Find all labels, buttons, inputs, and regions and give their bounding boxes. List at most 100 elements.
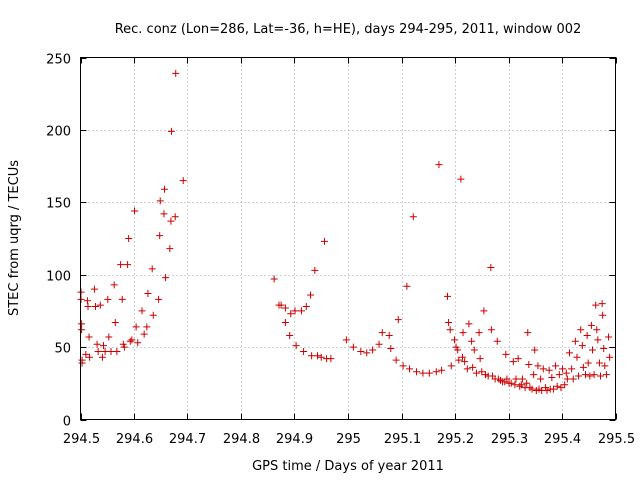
y-tick-label: 100 xyxy=(46,270,71,285)
data-point xyxy=(461,358,469,366)
data-point xyxy=(465,320,473,328)
data-point xyxy=(545,366,553,374)
data-point xyxy=(91,303,99,311)
data-point xyxy=(605,333,613,341)
x-tick-label: 295.3 xyxy=(491,432,528,447)
data-point xyxy=(561,381,569,389)
data-point xyxy=(134,339,142,347)
data-point xyxy=(438,366,446,374)
data-point xyxy=(83,297,91,305)
data-point xyxy=(160,185,168,193)
data-point xyxy=(94,347,102,355)
data-point xyxy=(590,371,598,379)
data-point xyxy=(593,326,601,334)
data-point xyxy=(385,332,393,340)
data-point xyxy=(459,329,467,337)
data-point xyxy=(524,329,532,337)
y-axis-label: STEC from uqrg / TECUs xyxy=(7,160,22,316)
x-tick-label: 294.9 xyxy=(276,432,313,447)
data-point xyxy=(517,381,525,389)
data-point xyxy=(378,329,386,337)
data-point xyxy=(171,213,179,221)
data-point xyxy=(597,372,605,380)
data-point xyxy=(569,375,577,383)
data-points xyxy=(77,69,614,395)
data-point xyxy=(577,326,585,334)
data-point xyxy=(528,385,536,393)
data-point xyxy=(277,301,285,309)
data-point xyxy=(445,318,453,326)
data-point xyxy=(514,355,522,363)
data-point xyxy=(552,362,560,370)
data-point xyxy=(568,365,576,373)
x-tick-label: 294.5 xyxy=(63,432,100,447)
data-point xyxy=(143,323,151,331)
data-point xyxy=(587,321,595,329)
data-point xyxy=(111,318,119,326)
data-point xyxy=(320,237,328,245)
data-point xyxy=(573,353,581,361)
data-point xyxy=(119,340,127,348)
x-tick-label: 294.7 xyxy=(169,432,206,447)
x-tick-label: 295.5 xyxy=(598,432,635,447)
y-tick-labels: 0 50 100 150 200 250 xyxy=(46,53,71,430)
data-point xyxy=(582,371,590,379)
x-tick-label: 295.1 xyxy=(384,432,421,447)
data-point xyxy=(602,371,610,379)
data-point xyxy=(579,363,587,371)
data-point xyxy=(300,347,308,355)
data-point xyxy=(455,356,463,364)
data-point xyxy=(409,213,417,221)
data-point xyxy=(523,379,531,387)
data-point xyxy=(149,311,157,319)
chart-title: Rec. conz (Lon=286, Lat=-36, h=HE), days… xyxy=(115,22,582,37)
data-point xyxy=(403,282,411,290)
data-point xyxy=(541,384,549,392)
data-point xyxy=(537,375,545,383)
data-point xyxy=(307,291,315,299)
data-point xyxy=(131,207,139,215)
data-point xyxy=(457,175,465,183)
data-point xyxy=(140,330,148,338)
data-point xyxy=(292,342,300,350)
y-tick-label: 0 xyxy=(63,415,71,430)
data-point xyxy=(562,369,570,377)
data-point xyxy=(287,310,295,318)
data-point xyxy=(155,295,163,303)
data-point xyxy=(450,336,458,344)
data-point xyxy=(476,355,484,363)
data-point xyxy=(586,372,594,380)
data-point xyxy=(90,285,98,293)
data-point xyxy=(297,307,305,315)
x-axis-label: GPS time / Days of year 2011 xyxy=(252,459,444,474)
data-point xyxy=(270,275,278,283)
data-point xyxy=(148,265,156,273)
data-point xyxy=(525,360,533,368)
data-point xyxy=(512,375,520,383)
data-point xyxy=(555,371,563,379)
data-point xyxy=(588,346,596,354)
data-point xyxy=(286,332,294,340)
data-point xyxy=(105,333,113,341)
data-point xyxy=(138,307,146,315)
data-point xyxy=(363,349,371,357)
data-point xyxy=(93,340,101,348)
data-point xyxy=(435,161,443,169)
data-point xyxy=(85,333,93,341)
data-point xyxy=(600,345,608,353)
data-point xyxy=(375,340,383,348)
data-point xyxy=(553,382,561,390)
data-point xyxy=(578,342,586,350)
data-point xyxy=(470,346,478,354)
data-point xyxy=(104,295,112,303)
data-point xyxy=(317,353,325,361)
data-point xyxy=(531,346,539,354)
data-point xyxy=(557,384,565,392)
data-point xyxy=(548,374,556,382)
data-point xyxy=(113,347,121,355)
data-point xyxy=(559,365,567,373)
data-point xyxy=(349,343,357,351)
data-point xyxy=(78,326,86,334)
data-point xyxy=(107,347,115,355)
data-point xyxy=(487,326,495,334)
